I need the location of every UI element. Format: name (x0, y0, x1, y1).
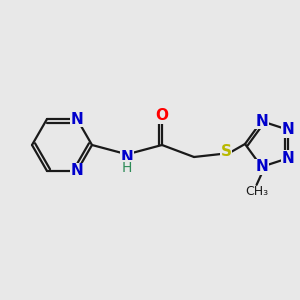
Text: N: N (121, 149, 134, 164)
Text: N: N (255, 114, 268, 129)
Text: S: S (220, 145, 232, 160)
Text: N: N (70, 112, 83, 127)
Text: O: O (155, 109, 169, 124)
Text: N: N (282, 151, 295, 166)
Text: CH₃: CH₃ (245, 185, 268, 198)
Text: N: N (282, 122, 295, 137)
Text: N: N (255, 159, 268, 174)
Text: N: N (70, 164, 83, 178)
Text: H: H (122, 161, 132, 175)
